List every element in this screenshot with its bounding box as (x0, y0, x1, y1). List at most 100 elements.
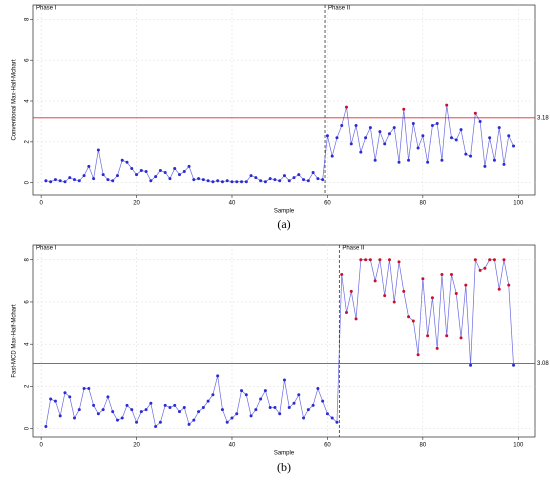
caption: (a) (277, 217, 290, 231)
y-tick-label: 0 (25, 426, 31, 430)
data-point (349, 289, 353, 293)
x-tick-label: 100 (513, 443, 524, 449)
data-point (120, 416, 124, 420)
data-point (311, 403, 315, 407)
data-point (373, 279, 377, 283)
data-point (497, 126, 501, 130)
data-point (206, 179, 210, 183)
data-point (259, 397, 263, 401)
data-point (240, 389, 244, 393)
data-point (473, 258, 477, 262)
data-point (211, 180, 215, 184)
data-point (426, 160, 430, 164)
data-point (92, 177, 96, 181)
data-point (435, 121, 439, 125)
data-point (512, 363, 516, 367)
data-point (249, 414, 253, 418)
data-point (197, 410, 201, 414)
data-point (306, 408, 310, 412)
data-point (383, 294, 387, 298)
data-point (435, 346, 439, 350)
data-point (387, 132, 391, 136)
x-tick-label: 80 (420, 201, 427, 207)
x-tick-label: 80 (420, 443, 427, 449)
data-point (230, 416, 234, 420)
data-point (292, 401, 296, 405)
data-point (502, 162, 506, 166)
data-point (63, 180, 67, 184)
x-axis-label: Sample (274, 451, 295, 457)
data-point (92, 403, 96, 407)
data-point (73, 416, 77, 420)
data-point (421, 134, 425, 138)
data-point (73, 178, 77, 182)
data-point (335, 136, 339, 140)
data-point (402, 289, 406, 293)
data-point (354, 124, 358, 128)
data-point (383, 142, 387, 146)
data-point (397, 260, 401, 264)
data-point (125, 403, 129, 407)
data-point (68, 395, 72, 399)
data-point (49, 180, 53, 184)
data-point (359, 258, 363, 262)
data-point (254, 408, 258, 412)
data-point (497, 287, 501, 291)
data-point (287, 405, 291, 409)
data-point (177, 410, 181, 414)
data-point (407, 315, 411, 319)
phase-label: Phase I (36, 246, 57, 252)
data-point (416, 353, 420, 357)
data-point (469, 154, 473, 158)
data-point (392, 126, 396, 130)
data-point (287, 179, 291, 183)
data-point (273, 405, 277, 409)
data-point (168, 405, 172, 409)
data-point (106, 178, 110, 182)
data-point (201, 405, 205, 409)
data-point (345, 311, 349, 315)
data-point (249, 174, 253, 178)
data-point (115, 418, 119, 422)
y-tick-label: 6 (25, 58, 31, 62)
data-point (263, 180, 267, 184)
data-point (507, 283, 511, 287)
data-point (492, 258, 496, 262)
x-tick-label: 20 (133, 443, 140, 449)
data-point (445, 103, 449, 107)
data-point (182, 405, 186, 409)
data-point (359, 150, 363, 154)
data-point (368, 258, 372, 262)
data-point (77, 179, 81, 183)
data-point (197, 177, 201, 181)
data-point (473, 111, 477, 115)
data-point (282, 378, 286, 382)
data-point (349, 142, 353, 146)
y-tick-label: 4 (25, 99, 31, 103)
phase-label: Phase I (36, 6, 57, 12)
data-point (330, 416, 334, 420)
data-point (340, 273, 344, 277)
phase-label: Phase II (328, 6, 350, 12)
data-point (87, 164, 91, 168)
data-point (182, 170, 186, 174)
data-point (278, 179, 282, 183)
series-line (45, 259, 514, 428)
y-tick-label: 8 (25, 257, 31, 261)
data-point (216, 179, 220, 183)
data-point (321, 399, 325, 403)
data-point (483, 164, 487, 168)
data-point (416, 146, 420, 150)
data-point (368, 126, 372, 130)
data-point (512, 144, 516, 148)
data-point (411, 319, 415, 323)
data-point (135, 420, 139, 424)
data-point (144, 170, 148, 174)
data-point (168, 177, 172, 181)
y-tick-label: 4 (25, 342, 31, 346)
data-point (101, 173, 105, 177)
data-point (216, 374, 220, 378)
x-tick-label: 0 (39, 443, 43, 449)
data-point (488, 136, 492, 140)
data-point (502, 258, 506, 262)
